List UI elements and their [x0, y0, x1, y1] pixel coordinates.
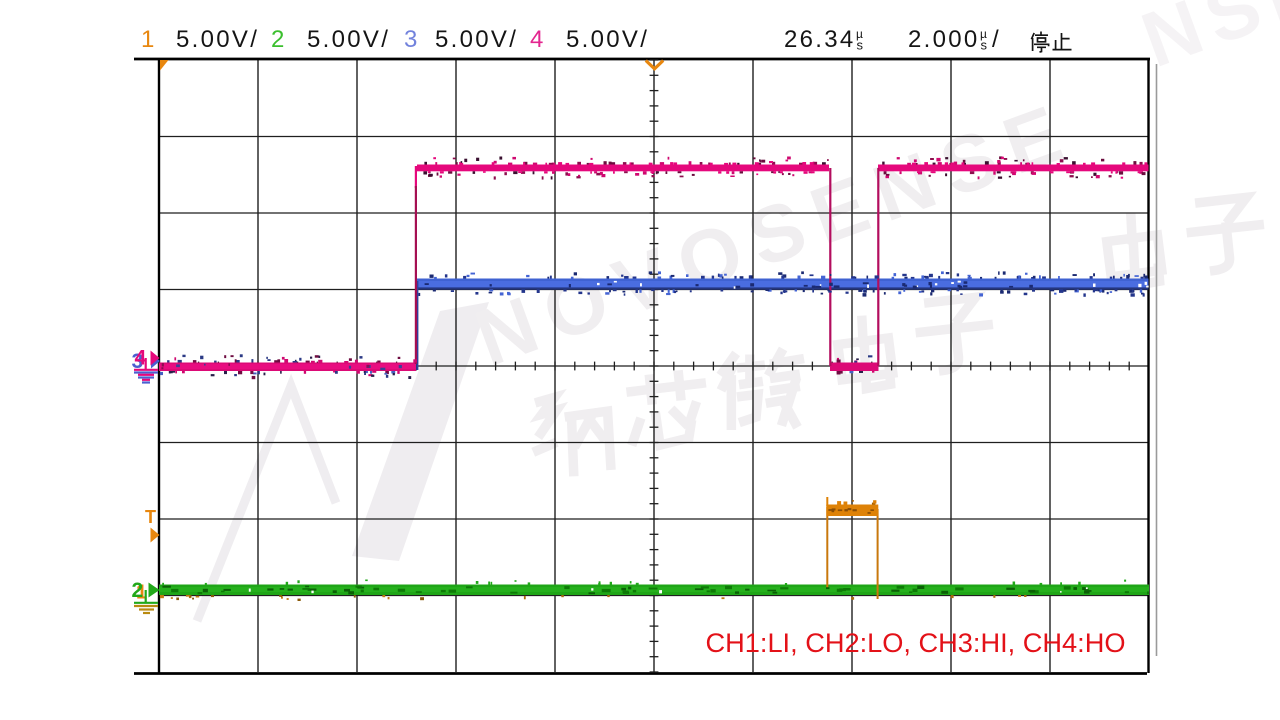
svg-text:5.00V/: 5.00V/	[435, 26, 518, 53]
svg-text:s: s	[857, 38, 864, 53]
svg-text:s: s	[981, 38, 988, 53]
svg-text:5.00V/: 5.00V/	[176, 26, 259, 53]
svg-text:1: 1	[141, 26, 157, 53]
svg-text:2: 2	[132, 579, 144, 602]
svg-text:µ: µ	[980, 27, 987, 41]
svg-text:3: 3	[404, 26, 420, 53]
svg-text:4: 4	[530, 26, 546, 53]
svg-text:1: 1	[136, 582, 147, 604]
svg-text:2.000: 2.000	[908, 26, 980, 53]
svg-text:T: T	[145, 507, 156, 527]
svg-text:3: 3	[132, 350, 144, 373]
svg-text:2: 2	[271, 26, 287, 53]
svg-text:26.34: 26.34	[784, 26, 856, 53]
svg-text:4: 4	[135, 347, 147, 370]
svg-text:µ: µ	[856, 27, 863, 41]
svg-text:CH1:LI, CH2:LO, CH3:HI, CH4:HO: CH1:LI, CH2:LO, CH3:HI, CH4:HO	[706, 627, 1126, 658]
svg-text:/: /	[992, 26, 1001, 53]
svg-text:5.00V/: 5.00V/	[307, 26, 390, 53]
svg-text:5.00V/: 5.00V/	[566, 26, 649, 53]
